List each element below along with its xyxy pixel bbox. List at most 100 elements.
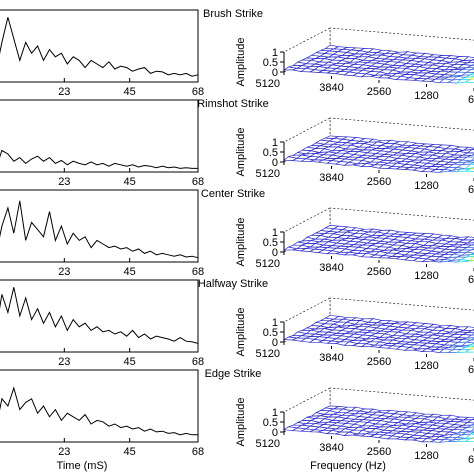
spectrum-panel: Edge Strike 00.51 Amplitude 5120 3840 2560 128…	[205, 368, 474, 466]
amplitude-label: Amplitude	[235, 38, 247, 87]
amplitude-label: Amplitude	[235, 128, 247, 177]
surface-cell	[470, 158, 474, 162]
surface-cell	[461, 426, 474, 432]
surface-cell	[470, 333, 474, 336]
surface-cell	[470, 428, 474, 432]
time-tick-label: 23	[58, 176, 70, 188]
amplitude-label: Amplitude	[235, 308, 247, 357]
amplitude-tick-label: 0.5	[263, 327, 278, 339]
time-tick-label: 68	[192, 176, 204, 188]
spectrum-panel: Halfway Strike 00.51 Amplitude 5120 3840 2560…	[198, 278, 474, 376]
surface-cell	[465, 339, 474, 344]
surface-cell	[470, 243, 474, 246]
time-tick-label: 68	[192, 266, 204, 278]
surface-cell	[462, 242, 474, 246]
surface-cell	[463, 416, 474, 421]
amplitude-tick-label: 0.5	[263, 237, 278, 249]
surface-cell	[469, 346, 474, 350]
spectrum-panel: Center Strike 00.51 Amplitude 5120 3840 2560 1…	[201, 188, 474, 286]
signal-line	[0, 287, 199, 344]
frequency-tick-label: 2560	[367, 86, 391, 98]
frequency-tick-label: 2560	[367, 266, 391, 278]
amplitude-tick-label: 1	[272, 137, 278, 149]
frequency-tick-label: 5120	[256, 348, 280, 360]
frequency-tick-label: 68	[468, 454, 474, 466]
frequency-tick-label: 5120	[256, 168, 280, 180]
surface-cell	[470, 338, 474, 341]
amplitude-tick-label: 1	[272, 47, 278, 59]
strike-title: Brush Strike	[203, 8, 263, 20]
time-tick-label: 68	[192, 356, 204, 368]
frequency-tick-label: 1280	[414, 450, 438, 462]
frequency-tick-label: 68	[468, 184, 474, 196]
surface-cell	[465, 344, 474, 348]
surface-cell	[466, 424, 474, 428]
frequency-tick-label: 2560	[367, 446, 391, 458]
surface-cell	[461, 422, 474, 426]
surface-cell	[465, 168, 474, 172]
amplitude-tick-label: 0	[272, 67, 278, 79]
surface-cell	[462, 152, 474, 156]
strike-title: Center Strike	[201, 188, 265, 200]
surface-cell	[462, 247, 474, 251]
surface-cell	[469, 256, 474, 261]
signal-line	[0, 386, 198, 436]
surface-cell	[469, 76, 474, 80]
amplitude-tick-label: 0	[272, 157, 278, 169]
time-plot-frame	[0, 9, 199, 83]
strike-title: Halfway Strike	[198, 278, 268, 290]
surface-cell	[462, 62, 474, 66]
surface-cell	[460, 341, 474, 347]
frequency-tick-label: 1280	[414, 270, 438, 282]
time-tick-label: 45	[124, 176, 136, 188]
frequency-tick-label: 1280	[414, 360, 438, 372]
time-tick-label: 23	[58, 86, 70, 98]
time-tick-label: 45	[124, 266, 136, 278]
time-panel: 23 45 68	[0, 99, 204, 188]
time-tick-label: 45	[124, 86, 136, 98]
amplitude-tick-label: 0	[272, 337, 278, 349]
surface-cell	[462, 236, 474, 241]
frequency-tick-label: 5120	[256, 78, 280, 90]
surface-cell	[464, 433, 474, 439]
side-wall	[283, 387, 331, 433]
surface-cell	[465, 244, 474, 249]
time-tick-label: 23	[58, 356, 70, 368]
signal-line	[0, 17, 199, 77]
frequency-tick-label: 5120	[256, 258, 280, 270]
surface-cell	[466, 64, 474, 68]
surface-cell	[464, 348, 474, 353]
time-panel: 23 45 68	[0, 9, 204, 98]
time-axis-label: Time (mS)	[57, 460, 108, 472]
amplitude-tick-label: 1	[272, 317, 278, 329]
frequency-tick-label: 3840	[319, 82, 343, 94]
surface-cell	[461, 156, 474, 162]
frequency-tick-label: 3840	[319, 352, 343, 364]
surface-cell	[462, 67, 474, 71]
surface-cell	[462, 337, 474, 341]
surface-cell	[467, 329, 474, 333]
amplitude-label: Amplitude	[235, 398, 247, 447]
amplitude-tick-label: 0	[272, 247, 278, 259]
time-plot-frame	[0, 279, 199, 353]
surface-cell	[464, 163, 474, 170]
surface-cell	[470, 67, 474, 71]
time-tick-label: 68	[192, 86, 204, 98]
surface-cell	[466, 239, 474, 244]
frequency-tick-label: 5120	[256, 438, 280, 450]
amplitude-tick-label: 0.5	[263, 57, 278, 69]
signal-line	[0, 200, 199, 259]
side-wall	[283, 297, 331, 343]
frequency-tick-label: 68	[468, 364, 474, 376]
frequency-axis-label: Frequency (Hz)	[310, 460, 386, 472]
side-wall	[283, 117, 331, 163]
surface-cell	[465, 254, 474, 258]
frequency-tick-label: 68	[468, 94, 474, 106]
frequency-tick-label: 3840	[319, 262, 343, 274]
amplitude-tick-label: 1	[272, 407, 278, 419]
amplitude-tick-label: 0.5	[263, 147, 278, 159]
frequency-tick-label: 3840	[319, 442, 343, 454]
side-wall	[283, 27, 331, 73]
amplitude-tick-label: 0	[272, 427, 278, 439]
surface-cell	[461, 161, 474, 166]
